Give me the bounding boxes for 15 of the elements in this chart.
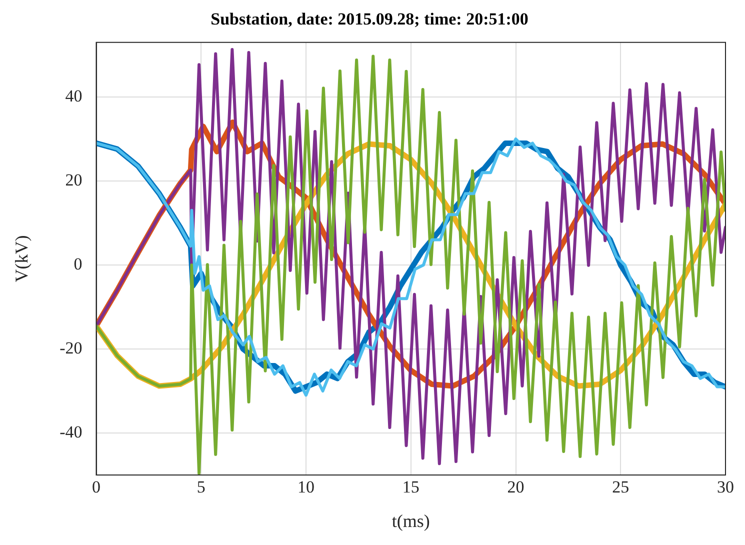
y-axis-title: V(kV)	[12, 235, 32, 282]
x-tick-label: 25	[612, 478, 630, 497]
chart-title: Substation, date: 2015.09.28; time: 20:51:00	[210, 10, 528, 29]
y-tick-label: 20	[65, 170, 82, 190]
x-tick-label: 0	[92, 478, 101, 497]
y-tick-label: -20	[60, 338, 82, 358]
x-axis-title: t(ms)	[392, 510, 430, 531]
x-tick-label: 20	[507, 478, 524, 497]
x-tick-label: 10	[298, 478, 315, 497]
y-tick-label: 0	[74, 254, 82, 274]
x-tick-label: 5	[196, 478, 206, 497]
x-tick-label: 15	[402, 478, 420, 497]
y-tick-label: -40	[60, 422, 82, 442]
x-tick-label: 30	[717, 478, 734, 497]
y-tick-label: 40	[65, 86, 82, 106]
